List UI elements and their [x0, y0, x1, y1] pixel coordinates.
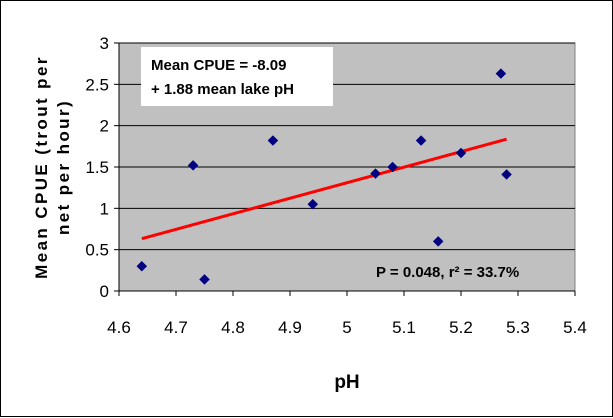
y-tick-label: 1.5	[85, 158, 109, 177]
x-tick-labels: 4.6 4.7 4.8 4.9 5 5.1 5.2 5.3 5.4	[107, 291, 587, 337]
y-tick-label: 2	[100, 117, 109, 136]
y-tick-label: 0	[100, 282, 109, 301]
data-point-diamond	[501, 169, 512, 180]
y-axis-title-line2: net per hour)	[54, 99, 73, 235]
data-point-diamond	[187, 159, 199, 171]
equation-box-background	[141, 47, 333, 106]
data-point-diamond	[370, 168, 381, 179]
x-axis-title: pH	[334, 372, 359, 393]
y-axis-title-line1: Mean CPUE (trout per	[32, 55, 51, 279]
data-point-diamond	[267, 135, 279, 146]
x-tick-label: 5.2	[449, 318, 473, 337]
data-point-diamond	[432, 236, 444, 247]
stats-annotation: P = 0.048, r² = 33.7%	[376, 264, 519, 281]
y-tick-label: 3	[100, 34, 109, 53]
trendline	[141, 137, 507, 241]
y-tick-labels: 0 0.5 1 1.5 2 2.5 3	[85, 34, 119, 301]
x-tick-label: 5.3	[506, 318, 530, 337]
x-tick-label: 5	[342, 318, 351, 337]
data-point-diamond	[387, 161, 398, 173]
x-tick-label: 4.9	[278, 318, 302, 337]
x-tick-label: 4.8	[221, 318, 245, 337]
data-points	[136, 68, 512, 285]
trendline-group	[141, 137, 507, 241]
x-tick-label: 5.4	[563, 318, 587, 337]
x-tick-label: 4.6	[107, 318, 131, 337]
x-tick-label: 4.7	[164, 318, 188, 337]
data-point-diamond	[136, 260, 148, 272]
equation-line-1: Mean CPUE = -8.09	[151, 57, 286, 74]
y-axis-title: Mean CPUE (trout per net per hour)	[32, 55, 73, 279]
y-tick-label: 2.5	[85, 75, 109, 94]
y-tick-label: 0.5	[85, 241, 109, 260]
data-point-diamond	[495, 68, 507, 79]
data-point-diamond	[455, 147, 467, 159]
y-tick-label: 1	[100, 199, 109, 218]
x-tick-label: 5.1	[392, 318, 416, 337]
data-point-diamond	[415, 135, 427, 146]
data-point-diamond	[199, 274, 210, 285]
equation-box: Mean CPUE = -8.09 + 1.88 mean lake pH	[141, 47, 333, 106]
data-point-diamond	[307, 198, 319, 210]
equation-line-2: + 1.88 mean lake pH	[151, 81, 294, 98]
